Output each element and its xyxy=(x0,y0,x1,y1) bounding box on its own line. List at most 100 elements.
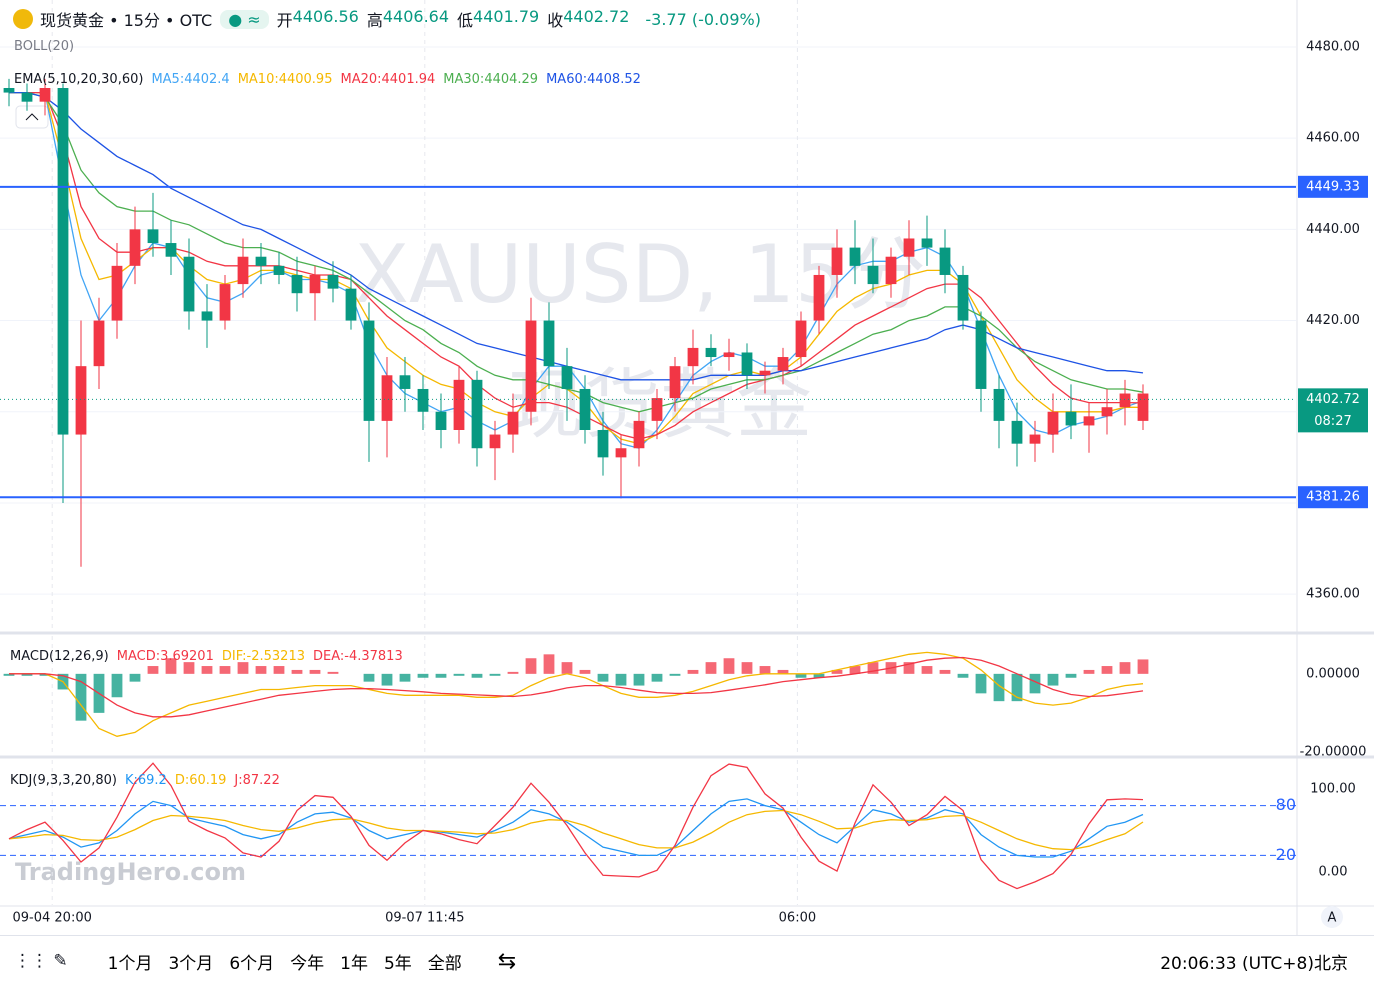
chart-area: XAUUSD, 15分 现货黄金 TradingHero.com A 4480.… xyxy=(0,0,1374,935)
candle-body xyxy=(147,229,159,244)
histogram-bar xyxy=(381,673,393,686)
indicator-line xyxy=(9,656,1144,718)
histogram-bar xyxy=(849,666,861,674)
brand-watermark: TradingHero.com xyxy=(15,858,246,886)
level-tag xyxy=(1298,486,1368,509)
candle-body xyxy=(417,388,429,412)
range-button[interactable]: 今年 xyxy=(290,953,325,974)
toolbar-icon[interactable]: ⋮⋮ ✎ xyxy=(14,951,68,971)
candle-body xyxy=(489,434,501,449)
histogram-bar xyxy=(957,673,969,678)
range-button[interactable]: 1年 xyxy=(340,953,368,974)
histogram-bar xyxy=(903,662,915,674)
y-tick-label: 4360.00 xyxy=(1306,587,1360,602)
candle-body xyxy=(1119,393,1131,408)
candle-body xyxy=(39,88,51,102)
candle-body xyxy=(579,388,591,430)
y-tick-label: -20.00000 xyxy=(1300,744,1367,759)
histogram-bar xyxy=(75,673,87,721)
histogram-bar xyxy=(291,669,303,674)
range-button[interactable]: 3个月 xyxy=(168,953,214,974)
ohlc-values: 开 4406.56 高 4406.64 低 4401.79 收 4402.72 xyxy=(277,7,638,31)
histogram-bar xyxy=(1101,666,1113,674)
candle-body xyxy=(831,247,843,275)
auto-scale-label[interactable]: A xyxy=(1328,911,1337,926)
candle-body xyxy=(597,429,609,458)
legend-entry: MACD:3.69201 xyxy=(116,649,214,664)
clock[interactable]: 20:06:33 (UTC+8)北京 xyxy=(1160,953,1348,974)
symbol-title: 现货黄金 • 15分 • OTC xyxy=(40,11,213,30)
candle-body xyxy=(93,320,105,367)
candle-body xyxy=(1011,420,1023,444)
candle-body xyxy=(21,92,33,102)
indicator-line xyxy=(9,91,1144,445)
candle-body xyxy=(471,379,483,449)
range-button[interactable]: 全部 xyxy=(427,953,462,974)
histogram-bar xyxy=(759,666,771,674)
histogram-bar xyxy=(561,662,573,674)
range-button[interactable]: 1个月 xyxy=(107,953,153,974)
candle-body xyxy=(219,284,231,321)
y-tick-label: 100.00 xyxy=(1310,781,1356,796)
level-tag xyxy=(1298,175,1368,198)
histogram-bar xyxy=(255,666,267,674)
histogram-bar xyxy=(1137,659,1149,674)
candle-body xyxy=(291,274,303,294)
candle-body xyxy=(561,366,573,389)
ohlc-key: 开 xyxy=(276,11,293,30)
auto-scale-button[interactable] xyxy=(1321,906,1343,928)
histogram-bar xyxy=(1065,673,1077,678)
macd-legend: MACD(12,26,9) MACD:3.69201 DIF:-2.53213 DEA… xyxy=(10,649,411,664)
histogram-bar xyxy=(183,662,195,674)
indicator-line xyxy=(9,91,1144,449)
x-tick-label: 06:00 xyxy=(779,911,816,926)
candle-body xyxy=(759,370,771,376)
candle-body xyxy=(1137,393,1149,421)
candle-body xyxy=(651,398,663,421)
histogram-bar xyxy=(867,662,879,674)
candle-body xyxy=(165,243,177,257)
histogram-bar xyxy=(201,666,213,674)
candle-body xyxy=(1047,411,1059,435)
indicator-line xyxy=(8,809,1144,851)
histogram-bar xyxy=(525,658,537,674)
histogram-bar xyxy=(363,673,375,682)
range-button[interactable]: 5年 xyxy=(383,953,412,974)
candle-body xyxy=(237,256,249,285)
indicator-line xyxy=(9,651,1144,737)
histogram-bar xyxy=(597,673,609,682)
candle-body xyxy=(849,247,861,266)
candle-body xyxy=(813,274,825,321)
reference-label: 80 xyxy=(1276,795,1296,814)
histogram-bar xyxy=(993,673,1005,702)
histogram-bar xyxy=(3,673,15,676)
y-tick-label: 4460.00 xyxy=(1306,131,1360,146)
candle-body xyxy=(3,88,15,93)
level-tag-label: 4381.26 xyxy=(1306,490,1360,505)
x-tick-label: 09-04 20:00 xyxy=(13,911,92,926)
legend-entry: K:69.2 xyxy=(124,773,167,788)
range-button[interactable]: 6个月 xyxy=(229,953,275,974)
histogram-bar xyxy=(507,671,519,674)
histogram-bar xyxy=(165,658,177,674)
candle-body xyxy=(885,256,897,285)
date-range-icon[interactable]: ⇆ xyxy=(497,948,517,974)
range-buttons: 1个月 3个月 6个月 今年 1年 5年 全部 xyxy=(108,949,478,974)
candle-body xyxy=(507,411,519,435)
candle-body xyxy=(111,265,123,321)
candle-body xyxy=(273,265,285,275)
legend-entry: MA5:4402.4 xyxy=(151,72,230,87)
last-price-tag xyxy=(1298,388,1368,433)
histogram-bar xyxy=(309,669,321,674)
candle-body xyxy=(129,229,141,266)
histogram-bar xyxy=(579,669,591,674)
collapse-button[interactable] xyxy=(15,105,49,129)
candle-body xyxy=(615,448,627,458)
ohlc-value: 4406.56 xyxy=(292,7,359,26)
y-tick-label: 4440.00 xyxy=(1306,222,1360,237)
candle-body xyxy=(1029,434,1041,444)
candle-body xyxy=(867,265,879,285)
candle-body xyxy=(399,375,411,389)
histogram-bar xyxy=(543,654,555,674)
histogram-bar xyxy=(1029,673,1041,694)
